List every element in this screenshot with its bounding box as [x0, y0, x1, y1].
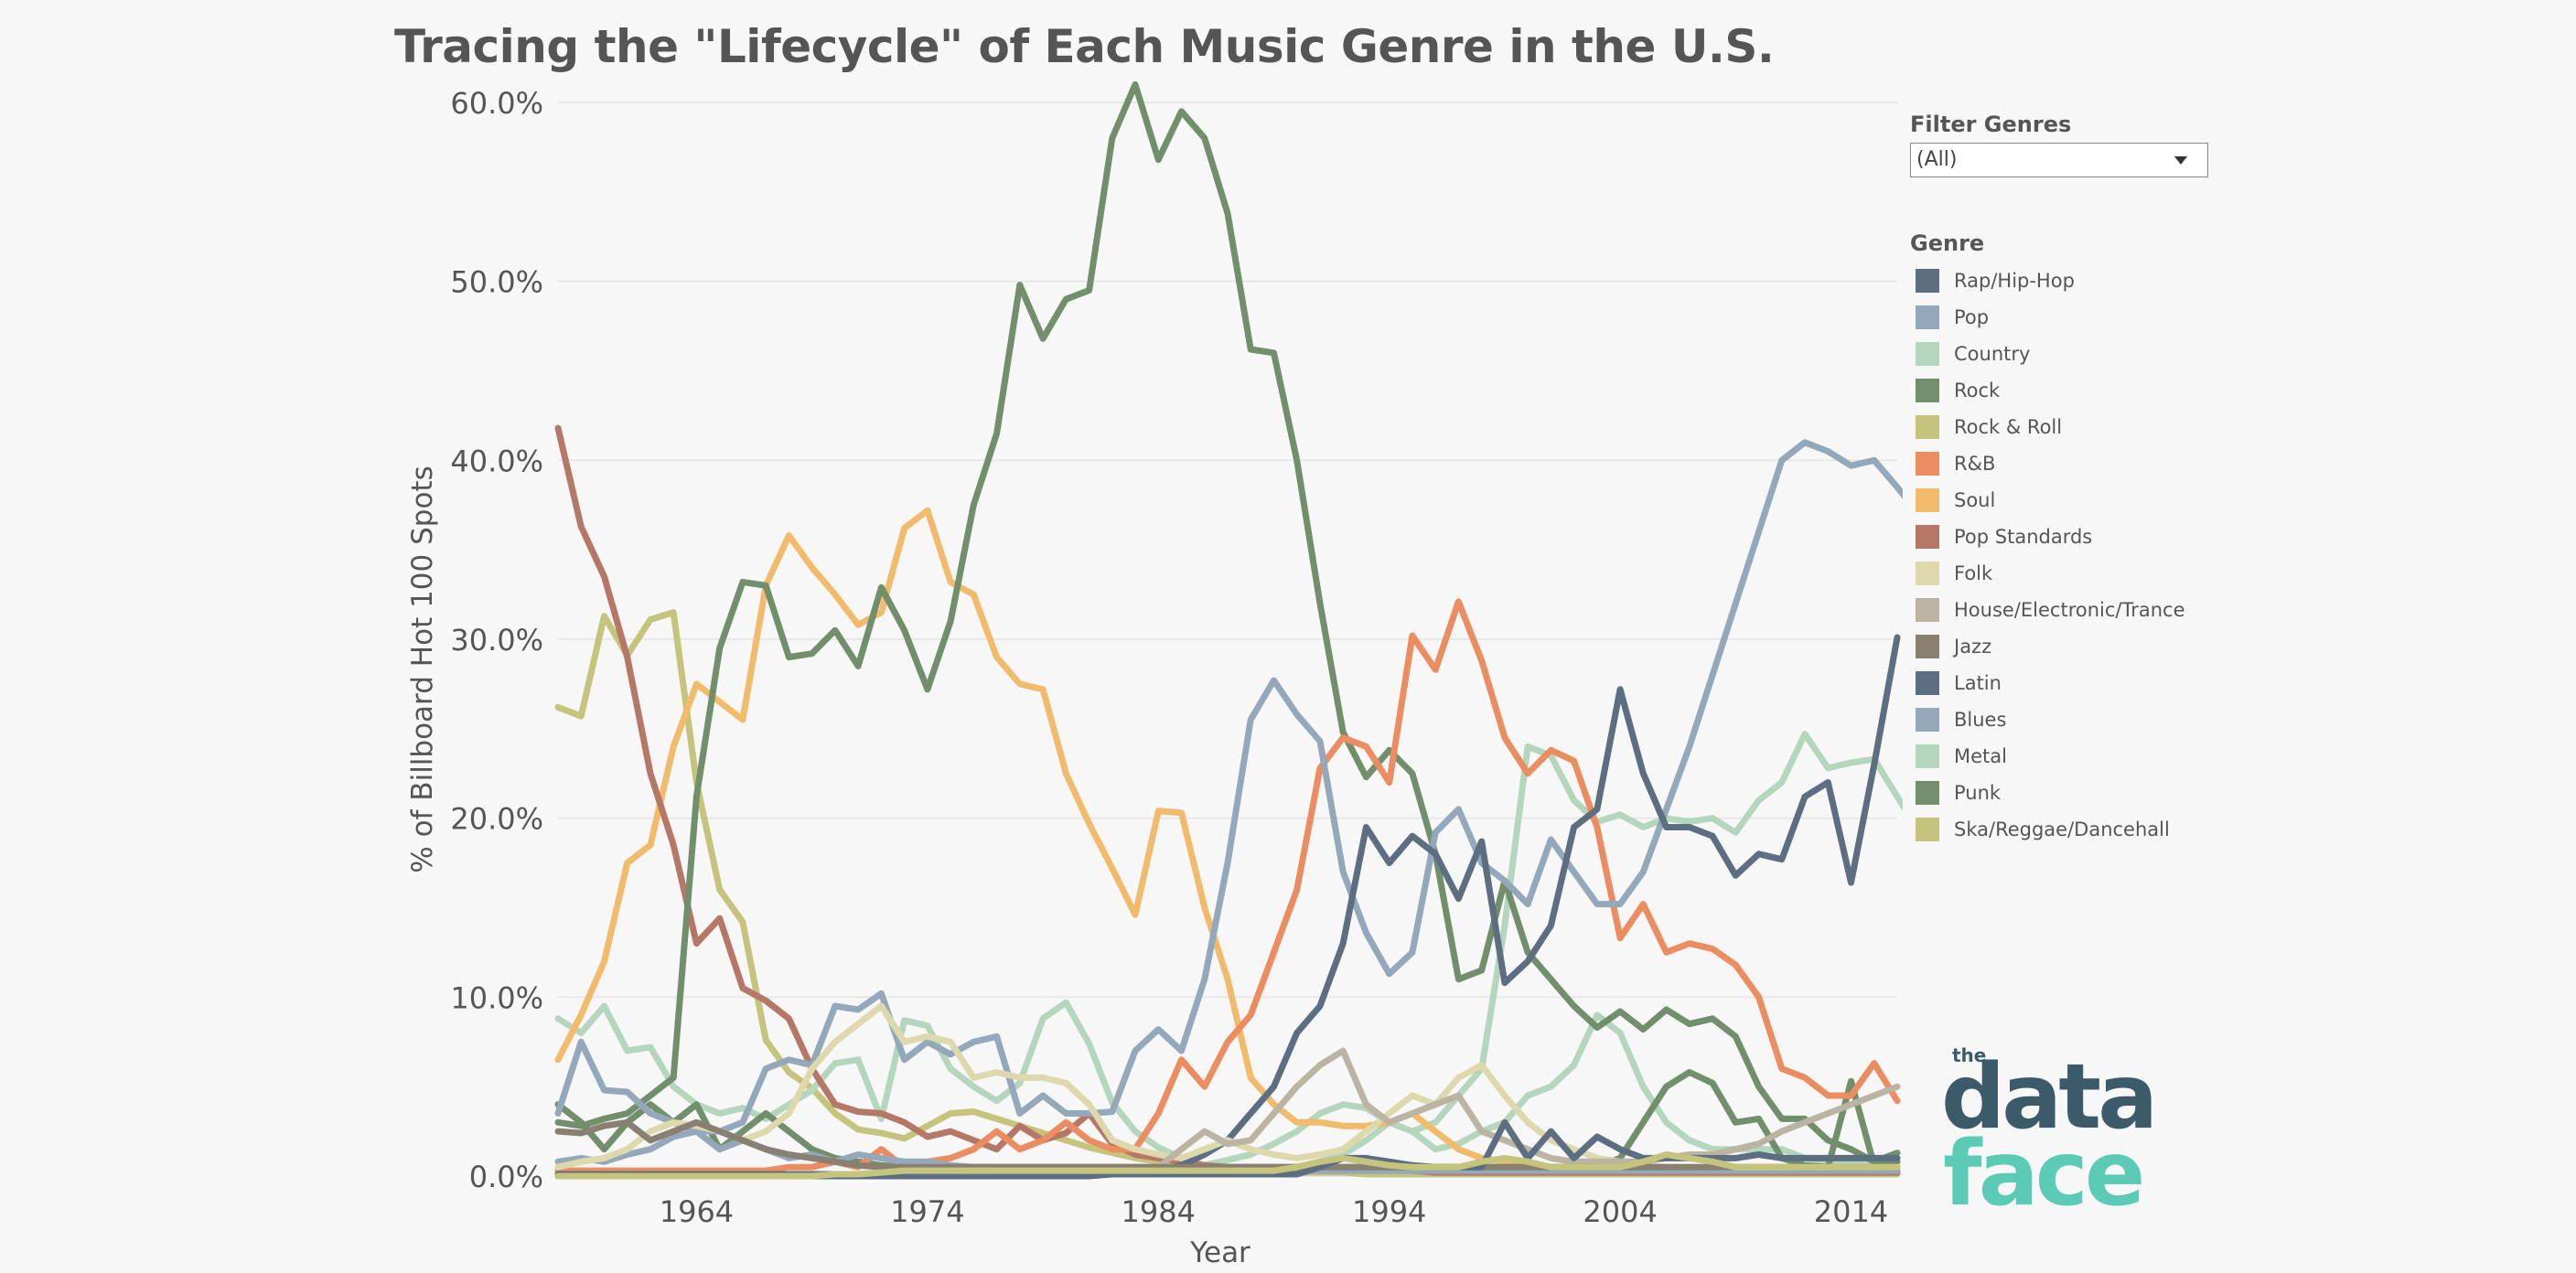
x-tick-label: 2014	[1814, 1194, 1888, 1229]
legend-label: Rock	[1954, 380, 2001, 401]
series-line-jazz	[554, 1118, 1901, 1171]
legend-swatch	[1916, 269, 1939, 293]
genre-filter-dropdown[interactable]: (All)	[1910, 143, 2208, 177]
legend-label: Blues	[1954, 709, 2007, 731]
legend-swatch	[1916, 488, 1939, 512]
legend-item[interactable]: Blues	[1910, 701, 2239, 738]
x-axis-ticks: 1964 1974 1984 1994 2004 2014	[660, 1194, 1889, 1229]
legend-item[interactable]: Jazz	[1910, 628, 2239, 665]
chevron-down-icon[interactable]	[2174, 156, 2187, 165]
legend-label: R&B	[1954, 453, 1996, 475]
y-tick-label: 40.0%	[450, 444, 543, 478]
legend-swatch	[1916, 818, 1939, 841]
filter-title: Filter Genres	[1910, 112, 2072, 137]
legend-label: Jazz	[1954, 636, 1992, 658]
genre-filter-value: (All)	[1916, 148, 1958, 171]
logo-text-data: data	[1941, 1045, 2154, 1150]
legend-item[interactable]: Pop Standards	[1910, 519, 2239, 555]
legend-label: Metal	[1954, 745, 2007, 767]
legend-label: Rock & Roll	[1954, 416, 2063, 438]
legend-label: House/Electronic/Trance	[1954, 599, 2185, 621]
legend-swatch	[1916, 708, 1939, 732]
series-line-soul	[554, 507, 1901, 1174]
legend-title: Genre	[1910, 230, 1985, 256]
x-tick-label: 1984	[1122, 1194, 1196, 1229]
legend-label: Latin	[1954, 672, 2002, 694]
legend-label: Pop Standards	[1954, 526, 2093, 548]
y-tick-label: 30.0%	[450, 623, 543, 658]
legend-label: Folk	[1954, 562, 1993, 584]
legend-label: Rap/Hip-Hop	[1954, 270, 2075, 292]
y-axis-title: % of Billboard Hot 100 Spots	[406, 465, 439, 872]
legend-label: Punk	[1954, 782, 2002, 804]
legend-swatch	[1916, 379, 1939, 402]
x-tick-label: 1974	[890, 1194, 964, 1229]
logo-text-the: the	[1952, 1044, 1986, 1066]
legend-item[interactable]: Folk	[1910, 555, 2239, 592]
legend-swatch	[1916, 744, 1939, 768]
series-line-pop-standards	[554, 424, 1901, 1176]
legend-label: Ska/Reggae/Dancehall	[1954, 818, 2170, 840]
legend-swatch	[1916, 598, 1939, 622]
y-axis-ticks: 0.0% 10.0% 20.0% 30.0% 40.0% 50.0% 60.0%	[450, 86, 543, 1194]
filter-panel: Filter Genres (All)	[1910, 112, 2221, 177]
x-tick-label: 2004	[1583, 1194, 1657, 1229]
legend-label: Soul	[1954, 489, 1996, 511]
legend-swatch	[1916, 562, 1939, 585]
legend-swatch	[1916, 781, 1939, 805]
legend-item[interactable]: House/Electronic/Trance	[1910, 592, 2239, 628]
series-line-rock	[554, 80, 1901, 1165]
legend-item[interactable]: Punk	[1910, 775, 2239, 811]
legend-item[interactable]: Ska/Reggae/Dancehall	[1910, 811, 2239, 848]
legend-item[interactable]: R&B	[1910, 445, 2239, 482]
line-chart: 1964 1974 1984 1994 2004 2014 0.0% 10.0% 20.0% 3…	[406, 80, 1903, 1269]
legend-item[interactable]: Rock	[1910, 372, 2239, 409]
y-tick-label: 50.0%	[450, 265, 543, 300]
series-line-pop	[554, 439, 1903, 1135]
legend-swatch	[1916, 452, 1939, 476]
series-line-metal	[554, 731, 1903, 1178]
legend-item[interactable]: Country	[1910, 336, 2239, 372]
series-lines	[554, 80, 1903, 1180]
legend-swatch	[1916, 635, 1939, 658]
logo-text-face: face	[1943, 1122, 2141, 1221]
legend-label: Country	[1954, 343, 2031, 365]
x-axis-title: Year	[1189, 1236, 1250, 1269]
series-line-ska-reggae-dancehall	[554, 1151, 1901, 1180]
legend-item[interactable]: Soul	[1910, 482, 2239, 519]
legend-swatch	[1916, 415, 1939, 439]
legend-label: Pop	[1954, 306, 1990, 328]
legend-swatch	[1916, 342, 1939, 366]
series-line-r-b	[554, 598, 1901, 1174]
legend-item[interactable]: Latin	[1910, 665, 2239, 701]
x-tick-label: 1964	[660, 1194, 734, 1229]
legend-item[interactable]: Rap/Hip-Hop	[1910, 262, 2239, 299]
legend-item[interactable]: Rock & Roll	[1910, 409, 2239, 445]
legend-swatch	[1916, 305, 1939, 329]
page-title: Tracing the "Lifecycle" of Each Music Ge…	[394, 20, 1775, 73]
legend-items: Rap/Hip-Hop Pop Country Rock Rock & Roll R&B S…	[1910, 262, 2239, 848]
legend-item[interactable]: Pop	[1910, 299, 2239, 336]
legend-swatch	[1916, 525, 1939, 549]
legend-swatch	[1916, 671, 1939, 695]
legend: Genre Rap/Hip-Hop Pop Country Rock Rock & Ro…	[1910, 230, 2239, 848]
y-tick-label: 20.0%	[450, 802, 543, 837]
y-tick-label: 0.0%	[469, 1160, 543, 1194]
y-tick-label: 10.0%	[450, 980, 543, 1015]
y-tick-label: 60.0%	[450, 86, 543, 121]
legend-item[interactable]: Metal	[1910, 738, 2239, 775]
x-tick-label: 1994	[1352, 1194, 1426, 1229]
the-data-face-logo: the data face	[1941, 1044, 2158, 1221]
